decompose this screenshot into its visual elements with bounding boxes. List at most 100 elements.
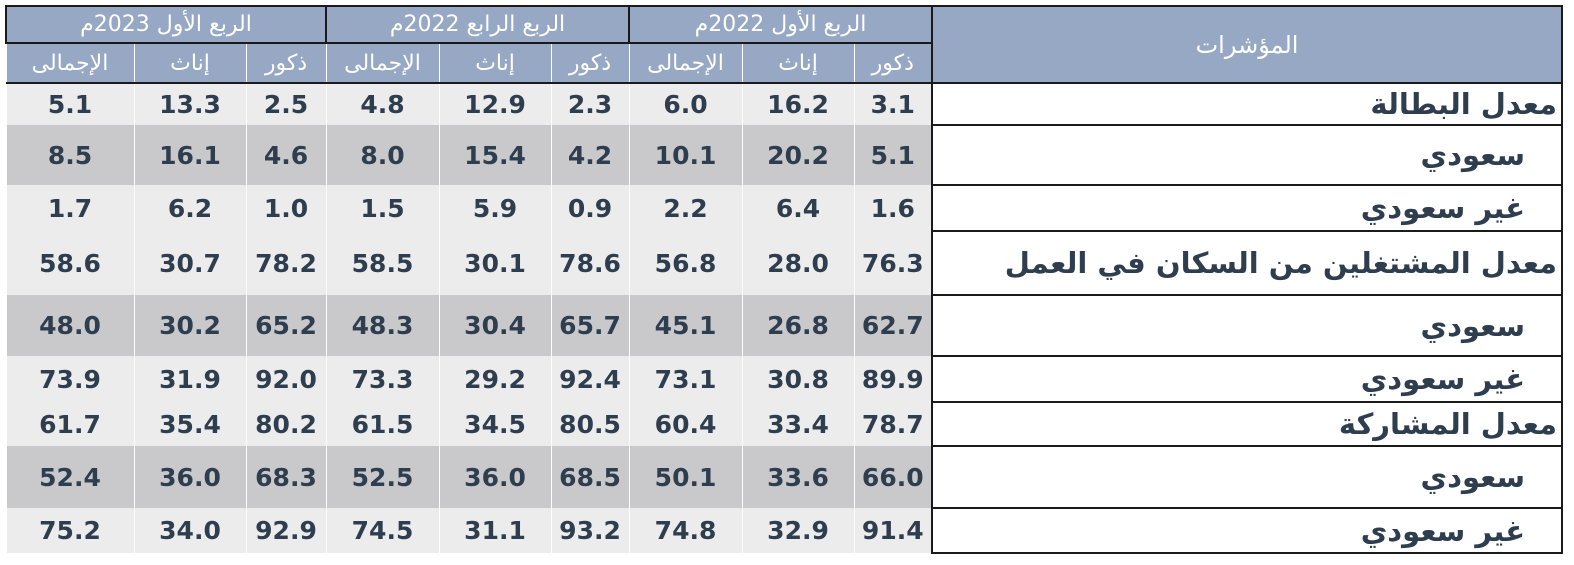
value-cell: 36.0 (438, 446, 552, 508)
value-cell: 52.5 (325, 446, 440, 508)
value-cell: 61.7 (5, 402, 135, 446)
value-cell: 80.2 (245, 402, 327, 446)
value-cell: 60.4 (628, 402, 743, 446)
table-row: غير سعودي 89.9 30.8 73.1 92.4 29.2 73.3 92.0 31.… (5, 355, 1564, 403)
table-head: المؤشرات الربع الأول 2022م الربع الرابع 2… (5, 5, 1564, 84)
value-cell: 33.4 (741, 402, 855, 446)
value-cell: 48.0 (5, 295, 135, 356)
value-cell: 73.3 (325, 356, 440, 402)
value-cell: 15.4 (438, 125, 552, 185)
value-cell: 8.5 (5, 125, 135, 185)
value-cell: 1.7 (5, 185, 135, 231)
row-label: غير سعودي (931, 507, 1564, 554)
value-cell: 30.2 (133, 295, 247, 356)
value-cell: 5.9 (438, 185, 552, 231)
value-cell: 74.8 (628, 508, 743, 553)
subheader: إناث (438, 42, 552, 84)
value-cell: 13.3 (133, 83, 247, 125)
value-cell: 4.8 (325, 83, 440, 125)
value-cell: 93.2 (550, 508, 630, 553)
value-cell: 78.7 (853, 402, 933, 446)
value-cell: 92.0 (245, 356, 327, 402)
table-row: سعودي 5.1 20.2 10.1 4.2 15.4 8.0 4.6 16.1 8.5 (5, 124, 1564, 186)
table-row: معدل البطالة 3.1 16.2 6.0 2.3 12.9 4.8 2.5 13.3 5… (5, 82, 1564, 126)
table-row: معدل المشتغلين من السكان في العمل 76.3 28.… (5, 230, 1564, 296)
subheader: ذكور (550, 42, 630, 84)
value-cell: 65.7 (550, 295, 630, 356)
value-cell: 30.8 (741, 356, 855, 402)
value-cell: 34.0 (133, 508, 247, 553)
value-cell: 66.0 (853, 446, 933, 508)
subheader: ذكور (245, 42, 327, 84)
value-cell: 4.2 (550, 125, 630, 185)
value-cell: 73.9 (5, 356, 135, 402)
subheader: إناث (741, 42, 855, 84)
value-cell: 2.3 (550, 83, 630, 125)
value-cell: 10.1 (628, 125, 743, 185)
value-cell: 61.5 (325, 402, 440, 446)
value-cell: 30.7 (133, 231, 247, 295)
value-cell: 0.9 (550, 185, 630, 231)
indicator-header: المؤشرات (931, 5, 1564, 84)
subheader: الإجمالى (5, 42, 135, 84)
value-cell: 32.9 (741, 508, 855, 553)
value-cell: 68.5 (550, 446, 630, 508)
value-cell: 2.5 (245, 83, 327, 125)
value-cell: 30.4 (438, 295, 552, 356)
value-cell: 78.2 (245, 231, 327, 295)
value-cell: 34.5 (438, 402, 552, 446)
group-header: الربع الأول 2022م (628, 5, 934, 44)
value-cell: 92.4 (550, 356, 630, 402)
value-cell: 1.0 (245, 185, 327, 231)
value-cell: 78.6 (550, 231, 630, 295)
table-row: غير سعودي 1.6 6.4 2.2 0.9 5.9 1.5 1.0 6.2 1.7 (5, 184, 1564, 232)
subheader: الإجمالى (628, 42, 743, 84)
table-row: سعودي 62.7 26.8 45.1 65.7 30.4 48.3 65.2 30.2 48.… (5, 294, 1564, 357)
table-row: سعودي 66.0 33.6 50.1 68.5 36.0 52.5 68.3 36.0 52.… (5, 445, 1564, 509)
row-label: معدل البطالة (931, 82, 1564, 126)
value-cell: 31.1 (438, 508, 552, 553)
table-body: معدل البطالة 3.1 16.2 6.0 2.3 12.9 4.8 2.5 13.3 5… (5, 82, 1564, 554)
value-cell: 58.6 (5, 231, 135, 295)
group-header: الربع الأول 2023م (5, 5, 327, 44)
value-cell: 1.5 (325, 185, 440, 231)
row-label: معدل المشتغلين من السكان في العمل (931, 230, 1564, 296)
value-cell: 26.8 (741, 295, 855, 356)
table-row: معدل المشاركة 78.7 33.4 60.4 80.5 34.5 61.5 80.… (5, 401, 1564, 447)
value-cell: 48.3 (325, 295, 440, 356)
value-cell: 28.0 (741, 231, 855, 295)
value-cell: 52.4 (5, 446, 135, 508)
row-label: معدل المشاركة (931, 401, 1564, 447)
value-cell: 65.2 (245, 295, 327, 356)
value-cell: 29.2 (438, 356, 552, 402)
value-cell: 30.1 (438, 231, 552, 295)
value-cell: 31.9 (133, 356, 247, 402)
value-cell: 73.1 (628, 356, 743, 402)
value-cell: 58.5 (325, 231, 440, 295)
value-cell: 91.4 (853, 508, 933, 553)
row-label: سعودي (931, 445, 1564, 509)
value-cell: 6.4 (741, 185, 855, 231)
value-cell: 62.7 (853, 295, 933, 356)
subheader: ذكور (853, 42, 933, 84)
value-cell: 75.2 (5, 508, 135, 553)
value-cell: 16.1 (133, 125, 247, 185)
value-cell: 6.2 (133, 185, 247, 231)
data-table: المؤشرات الربع الأول 2022م الربع الرابع 2… (5, 5, 1564, 554)
value-cell: 1.6 (853, 185, 933, 231)
row-label: سعودي (931, 294, 1564, 357)
value-cell: 56.8 (628, 231, 743, 295)
value-cell: 8.0 (325, 125, 440, 185)
value-cell: 50.1 (628, 446, 743, 508)
value-cell: 5.1 (5, 83, 135, 125)
row-label: غير سعودي (931, 355, 1564, 403)
value-cell: 20.2 (741, 125, 855, 185)
value-cell: 2.2 (628, 185, 743, 231)
value-cell: 6.0 (628, 83, 743, 125)
header-row: المؤشرات الربع الأول 2022م الربع الرابع 2… (5, 5, 1564, 84)
value-cell: 5.1 (853, 125, 933, 185)
subheader: إناث (133, 42, 247, 84)
value-cell: 80.5 (550, 402, 630, 446)
row-label: سعودي (931, 124, 1564, 186)
